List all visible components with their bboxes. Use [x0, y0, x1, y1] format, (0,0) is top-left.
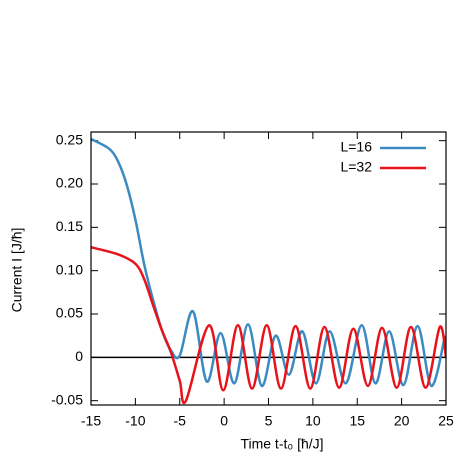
legend-label: L=16 [340, 139, 372, 155]
y-tick-label: 0.05 [56, 305, 83, 321]
x-tick-label: 0 [220, 413, 228, 429]
x-tick-label: -10 [125, 413, 145, 429]
x-tick-label: 15 [349, 413, 365, 429]
legend-label: L=32 [340, 159, 372, 175]
y-axis-label: Current I [J/ħ] [9, 228, 25, 313]
x-tick-label: -5 [174, 413, 187, 429]
y-tick-label: 0.25 [56, 131, 83, 147]
series-line [91, 137, 446, 388]
y-tick-label: 0.10 [56, 261, 83, 277]
x-tick-label: 5 [265, 413, 273, 429]
x-axis-label: Time t-t₀ [ħ/J] [240, 436, 323, 452]
series-line [91, 246, 446, 405]
x-tick-label: 10 [305, 413, 321, 429]
y-tick-label: 0 [75, 348, 83, 364]
x-tick-label: -15 [81, 413, 101, 429]
plot-frame [90, 131, 447, 406]
y-tick-label: -0.05 [51, 391, 83, 407]
x-tick-label: 25 [438, 413, 454, 429]
y-tick-label: 0.15 [56, 218, 83, 234]
x-tick-label: 20 [394, 413, 410, 429]
y-tick-label: 0.20 [56, 175, 83, 191]
